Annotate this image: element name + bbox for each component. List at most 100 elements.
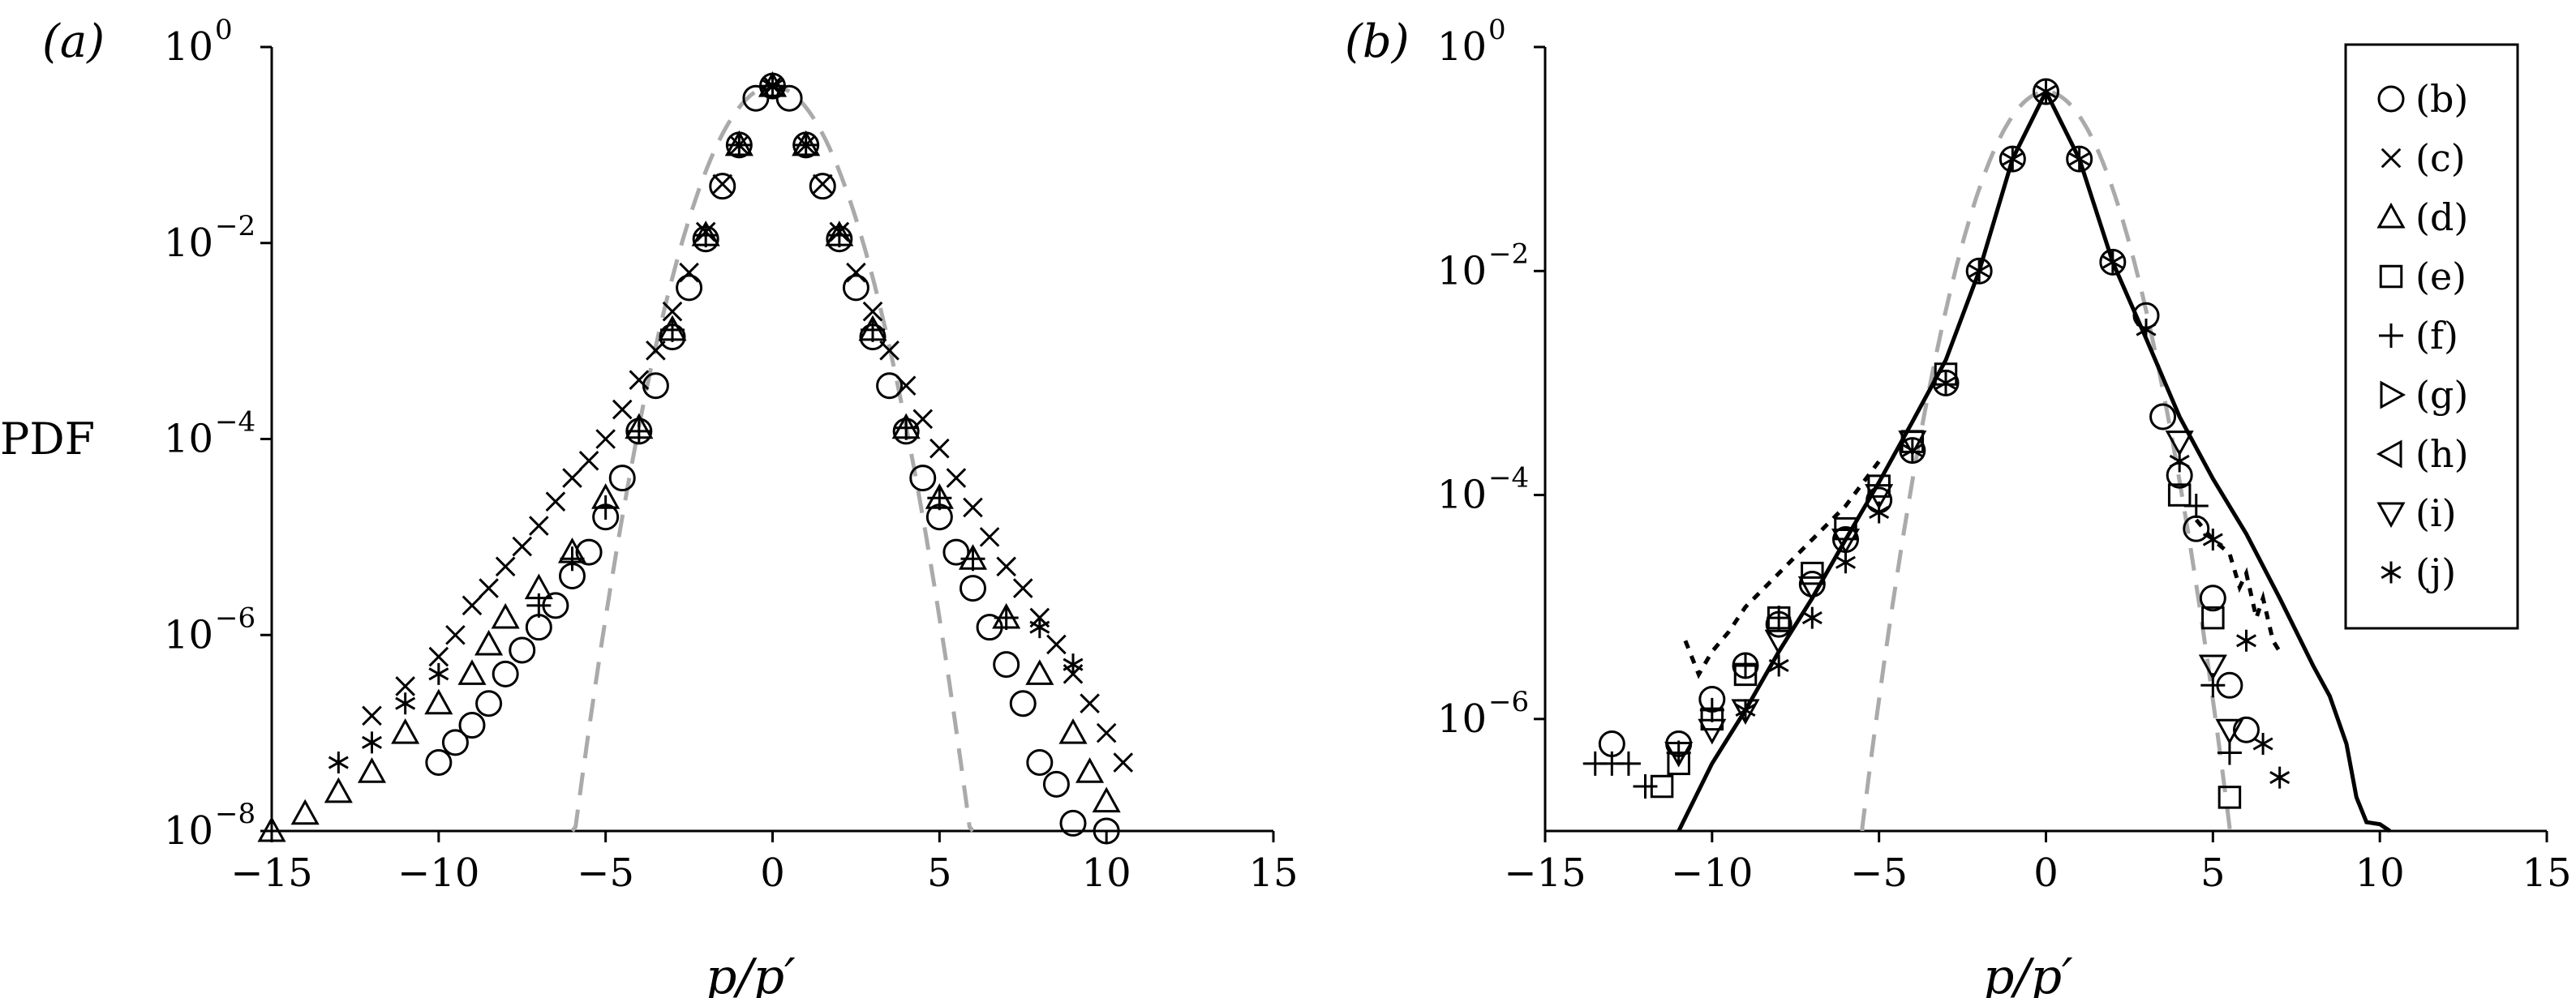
data-point-triangle-up [257, 816, 286, 842]
data-point-x [545, 491, 566, 512]
x-tick-label: 15 [2522, 850, 2571, 896]
legend-label: (j) [2415, 550, 2456, 594]
panel-a-label: (a) [42, 15, 105, 68]
data-point-x [979, 527, 1000, 547]
panel-a: (a) PDF −15 −10 −5 0 5 10 15 10 −810 −610 −410 −21… [0, 14, 1299, 998]
data-point-triangle-down [2215, 718, 2244, 745]
legend-box [2344, 43, 2519, 630]
data-point-asterisk [2102, 251, 2123, 273]
data-point-circle [2033, 78, 2059, 105]
data-point-triangle-down [1764, 629, 1793, 656]
data-point-triangle-down [2198, 654, 2227, 681]
y-tick-label: 10 [164, 808, 213, 854]
data-point-plus [2183, 493, 2209, 518]
data-point-asterisk [1935, 371, 1956, 394]
data-point-plus [526, 593, 552, 618]
legend: (b) (c) (d) (e) (f) (g) (h) (i) (j) [2344, 43, 2519, 630]
data-point-circle [1932, 369, 1960, 396]
data-point-asterisk [328, 752, 349, 774]
data-point-x [562, 468, 582, 488]
y-tick-exponent: −6 [215, 602, 255, 634]
data-point-plus [660, 317, 685, 342]
data-point-x [395, 676, 415, 696]
data-point-triangle-up [324, 777, 353, 803]
legend-label: (i) [2415, 491, 2457, 535]
data-point-asterisk [1801, 606, 1823, 629]
data-point-x [1113, 752, 1134, 773]
legend-label: (g) [2415, 373, 2468, 417]
data-point-x [1046, 634, 1067, 655]
data-point-circle [1899, 437, 1926, 465]
data-point-x [963, 497, 983, 518]
data-point-circle [509, 636, 536, 664]
legend-label: (c) [2415, 136, 2466, 180]
data-point-plus [1616, 751, 1641, 776]
y-tick-exponent: 0 [215, 14, 233, 46]
data-point-asterisk [1029, 616, 1050, 639]
data-point-circle [676, 274, 703, 302]
legend-label: (d) [2415, 195, 2468, 239]
data-point-circle [525, 614, 552, 641]
y-tick-exponent: −2 [215, 210, 255, 242]
data-point-plus [826, 223, 852, 248]
data-point-asterisk [1869, 501, 1890, 524]
data-point-x [862, 301, 883, 322]
x-tick-label: −5 [577, 850, 634, 896]
data-point-circle [2099, 248, 2127, 276]
data-point-x [846, 262, 866, 283]
data-point-circle [876, 372, 904, 400]
data-point-circle [942, 538, 970, 566]
legend-marker-triangle-down [2376, 502, 2406, 529]
data-point-asterisk [1968, 259, 1990, 282]
legend-marker-triangle-up [2376, 202, 2406, 229]
data-point-circle [2233, 716, 2260, 743]
data-point-asterisk [395, 692, 416, 715]
y-tick-label: 10 [1437, 696, 1487, 742]
data-point-triangle-up [424, 688, 453, 715]
data-point-asterisk [2252, 733, 2273, 756]
data-point-x [996, 556, 1016, 577]
data-point-x [578, 451, 599, 471]
data-point-circle [1798, 571, 1826, 598]
data-point-circle [2066, 145, 2093, 173]
y-tick-exponent: −2 [1488, 238, 1529, 270]
data-point-triangle-up [391, 718, 420, 744]
legend-label: (f) [2415, 314, 2458, 358]
data-point-asterisk [428, 662, 449, 685]
data-point-asterisk [1902, 439, 1923, 462]
data-point-triangle-down [2165, 430, 2194, 456]
data-point-x [1096, 722, 1117, 743]
data-point-plus [927, 486, 952, 511]
data-point-circle [475, 690, 503, 717]
data-point-asterisk [2202, 529, 2223, 551]
data-point-x [512, 536, 533, 557]
data-point-circle [709, 173, 736, 200]
legend-label: (h) [2415, 432, 2469, 476]
x-tick-label: 0 [760, 850, 785, 896]
data-point-plus [861, 317, 885, 342]
data-point-triangle-up [491, 602, 520, 629]
data-point-asterisk [1735, 699, 1756, 722]
data-point-plus [693, 223, 719, 248]
data-point-circle [1999, 145, 2026, 173]
data-point-circle [575, 538, 603, 566]
x-tick-label: 5 [2200, 850, 2226, 896]
y-tick-exponent: −6 [1488, 686, 1529, 718]
data-point-x [879, 341, 899, 361]
data-point-plus [1699, 697, 1724, 722]
legend-marker-triangle-left [2376, 439, 2402, 469]
data-point-x [495, 556, 516, 577]
data-point-circle [1093, 817, 1120, 845]
data-point-triangle-down [1797, 576, 1827, 602]
legend-marker-plus [2379, 323, 2403, 348]
x-tick-label: −15 [230, 850, 312, 896]
dotted-curve-2 [2194, 518, 2282, 653]
x-tick-label: −10 [1671, 850, 1753, 896]
data-point-x [646, 341, 666, 361]
y-tick-exponent: −4 [1488, 462, 1529, 495]
data-point-triangle-down [1698, 718, 1727, 745]
data-point-asterisk [2136, 319, 2157, 341]
data-point-plus [560, 546, 585, 572]
